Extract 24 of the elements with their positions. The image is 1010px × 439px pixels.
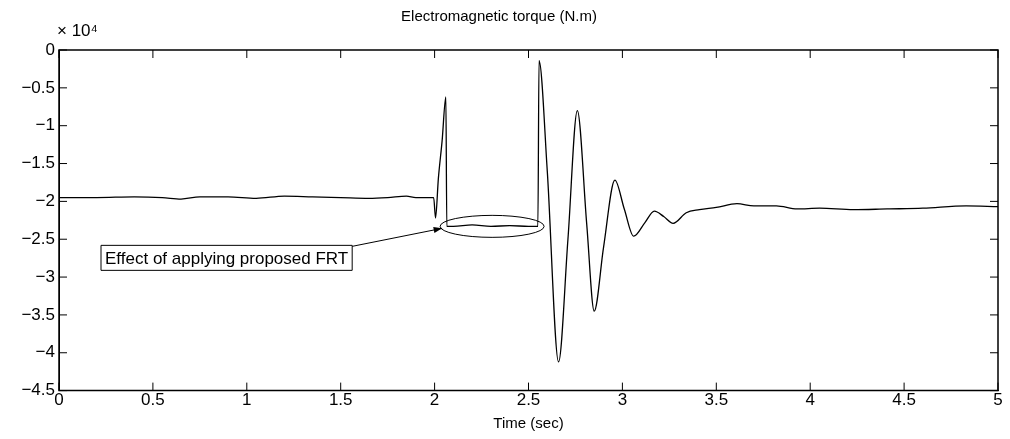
y-tick-label: −4 xyxy=(35,342,55,362)
x-axis-title: Time (sec) xyxy=(493,414,564,432)
x-tick-label: 1 xyxy=(242,390,252,410)
y-tick-label: −2 xyxy=(35,191,55,211)
x-tick-label: 3.5 xyxy=(704,390,729,410)
y-tick-label: −0.5 xyxy=(21,77,55,97)
x-tick-label: 0.5 xyxy=(141,390,165,410)
y-tick-label: −2.5 xyxy=(21,228,55,248)
y-tick-label: −3 xyxy=(35,266,55,286)
x-tick-label: 1.5 xyxy=(328,390,353,410)
x-tick-label: 2 xyxy=(429,390,440,410)
x-tick-label: 5 xyxy=(993,390,1003,410)
x-tick-label: 4.5 xyxy=(892,390,916,410)
x-tick-label: 4 xyxy=(805,390,815,410)
y-tick-label: −3.5 xyxy=(21,304,55,324)
y-tick-label: 0 xyxy=(45,39,55,59)
x-tick-label: 2.5 xyxy=(516,390,541,410)
y-tick-label: −4.5 xyxy=(21,380,55,400)
annotation: Effect of applying proposed FRT xyxy=(105,248,349,268)
y-tick-label: −1 xyxy=(35,115,55,135)
x-tick-label: 3 xyxy=(617,390,628,410)
chart-title: Electromagnetic torque (N.m) xyxy=(401,7,597,25)
y-tick-label: −1.5 xyxy=(21,153,55,173)
text: × 10⁴ xyxy=(57,21,98,40)
